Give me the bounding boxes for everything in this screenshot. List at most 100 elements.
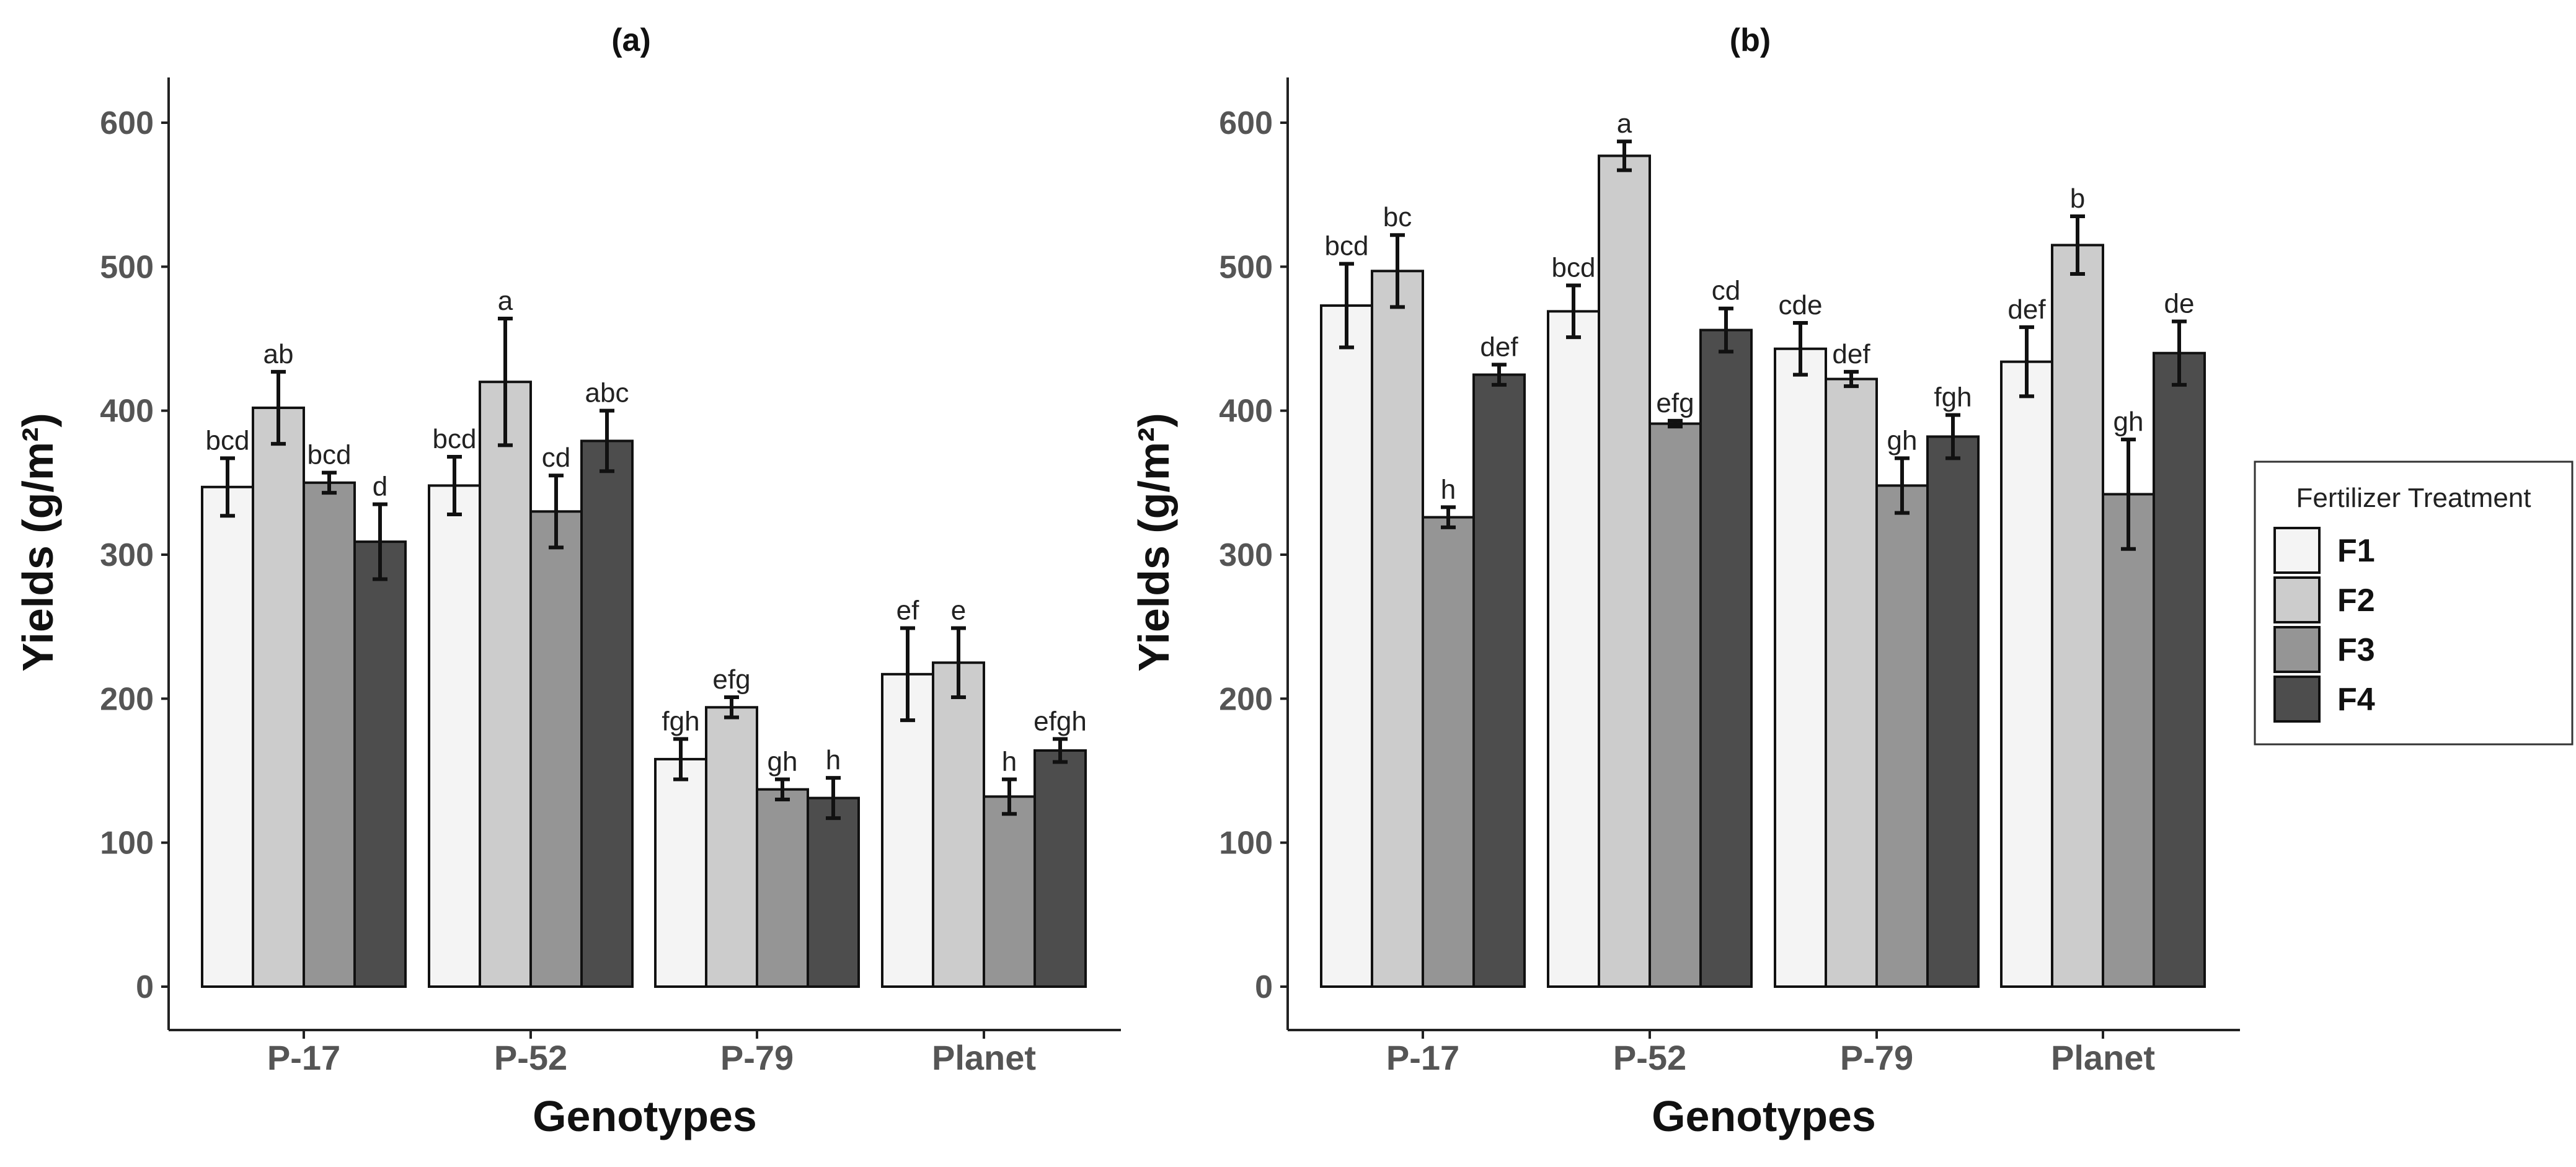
x-axis-title: Genotypes <box>1652 1092 1876 1140</box>
error-bar <box>724 695 739 720</box>
significance-label: h <box>1002 746 1017 777</box>
error-bar <box>1719 306 1733 354</box>
error-bar <box>775 777 790 801</box>
y-axis-title: Yields (g/m²) <box>14 413 62 671</box>
significance-label: b <box>2070 183 2085 214</box>
bar-f1-p-17 <box>1320 304 1373 988</box>
significance-label: def <box>2007 294 2046 325</box>
bar-f2-planet <box>2051 244 2104 989</box>
error-bar <box>1390 233 1405 309</box>
y-tick-label: 400 <box>100 394 154 429</box>
error-bar <box>1492 363 1507 387</box>
y-tick-label: 0 <box>1255 969 1273 1005</box>
error-bar <box>271 369 286 446</box>
error-bar <box>826 776 841 821</box>
error-bar <box>673 737 688 782</box>
significance-label: cd <box>542 443 570 473</box>
bar-f3-p-17 <box>303 481 356 988</box>
error-bar <box>1441 505 1456 529</box>
significance-label: a <box>498 286 513 316</box>
x-tick-label: P-52 <box>1613 1038 1686 1077</box>
legend-swatch-f2 <box>2273 576 2321 623</box>
y-tick-label: 600 <box>100 105 154 141</box>
bar-f4-p-52 <box>1699 328 1753 988</box>
significance-label: efgh <box>1033 706 1087 736</box>
error-bar <box>2070 214 2085 276</box>
x-tick-label: P-52 <box>494 1038 567 1077</box>
bar-f4-p-79 <box>807 796 860 988</box>
bar-f1-planet <box>881 672 934 988</box>
x-tick-label: P-79 <box>720 1038 794 1077</box>
bar-f4-planet <box>2153 351 2206 988</box>
significance-label: abc <box>585 378 629 408</box>
bar-f3-p-52 <box>529 510 583 988</box>
bar-f3-p-17 <box>1422 516 1475 988</box>
legend-label-f3: F3 <box>2337 632 2375 668</box>
significance-label: gh <box>1887 425 1918 456</box>
legend-swatch-f1 <box>2273 527 2321 574</box>
y-tick-label: 100 <box>1219 826 1273 861</box>
error-bar <box>322 470 337 495</box>
y-tick-label: 400 <box>1219 394 1273 429</box>
bar-f2-p-79 <box>1825 377 1878 988</box>
significance-label: ab <box>263 339 294 369</box>
bar-f3-planet <box>2102 493 2155 988</box>
significance-label: bc <box>1383 202 1412 232</box>
y-tick-label: 200 <box>1219 681 1273 717</box>
y-tick-label: 600 <box>1219 105 1273 141</box>
legend-label-f2: F2 <box>2337 583 2375 619</box>
bar-f4-planet <box>1033 749 1087 989</box>
error-bar <box>1668 418 1683 429</box>
significance-label: h <box>826 745 841 775</box>
significance-label: def <box>1480 332 1518 362</box>
error-bar <box>2121 438 2136 551</box>
bar-f1-planet <box>2000 360 2053 988</box>
significance-label: bcd <box>1552 253 1596 283</box>
error-bar <box>549 473 564 550</box>
panel-title: (a) <box>611 22 651 58</box>
significance-label: gh <box>2113 407 2144 437</box>
bar-f4-p-17 <box>1472 373 1526 988</box>
panel-b: (b) 0 100 200 300 400 500 600 Yields (g/m²) Genot… <box>1130 22 2240 1140</box>
y-tick-label: 200 <box>100 681 154 717</box>
error-bar <box>1339 262 1354 350</box>
significance-label: a <box>1617 108 1632 139</box>
y-tick-label: 100 <box>100 826 154 861</box>
bar-f1-p-79 <box>1774 347 1827 988</box>
bar-f3-p-79 <box>756 788 809 989</box>
error-bar <box>1617 139 1632 172</box>
error-bar <box>900 626 915 723</box>
error-bar <box>1002 777 1017 816</box>
error-bar <box>1844 369 1859 389</box>
bar-f3-p-52 <box>1649 422 1702 988</box>
legend-swatch-f3 <box>2273 626 2321 673</box>
significance-label: de <box>2164 289 2195 319</box>
y-tick-label: 0 <box>136 969 154 1005</box>
bar-f2-p-17 <box>252 407 305 988</box>
significance-label: h <box>1441 474 1456 504</box>
bar-f2-planet <box>932 661 985 988</box>
error-bar <box>600 408 614 473</box>
bar-f1-p-52 <box>1547 310 1600 988</box>
x-axis-title: Genotypes <box>533 1092 757 1140</box>
y-tick-label: 500 <box>1219 249 1273 285</box>
bar-f2-p-52 <box>1598 154 1651 989</box>
legend-title: Fertilizer Treatment <box>2296 483 2531 513</box>
legend-swatch-f4 <box>2273 676 2321 723</box>
y-axis-title: Yields (g/m²) <box>1130 413 1178 671</box>
error-bar <box>1945 413 1960 460</box>
x-tick-label: P-79 <box>1840 1038 1913 1077</box>
significance-label: e <box>951 595 966 625</box>
error-bar <box>951 626 966 700</box>
y-tick-label: 500 <box>100 249 154 285</box>
significance-label: cde <box>1779 290 1823 320</box>
panel-a: (a) 0 100 200 300 400 500 600 Yields (g/m²) Genot… <box>14 22 1121 1140</box>
error-bar <box>2019 325 2034 399</box>
significance-label: fgh <box>1934 382 1972 413</box>
legend-label-f4: F4 <box>2337 682 2375 718</box>
significance-label: efg <box>712 664 750 695</box>
bar-f2-p-79 <box>705 706 758 988</box>
legend-label-f1: F1 <box>2337 533 2375 569</box>
significance-label: bcd <box>433 424 477 454</box>
